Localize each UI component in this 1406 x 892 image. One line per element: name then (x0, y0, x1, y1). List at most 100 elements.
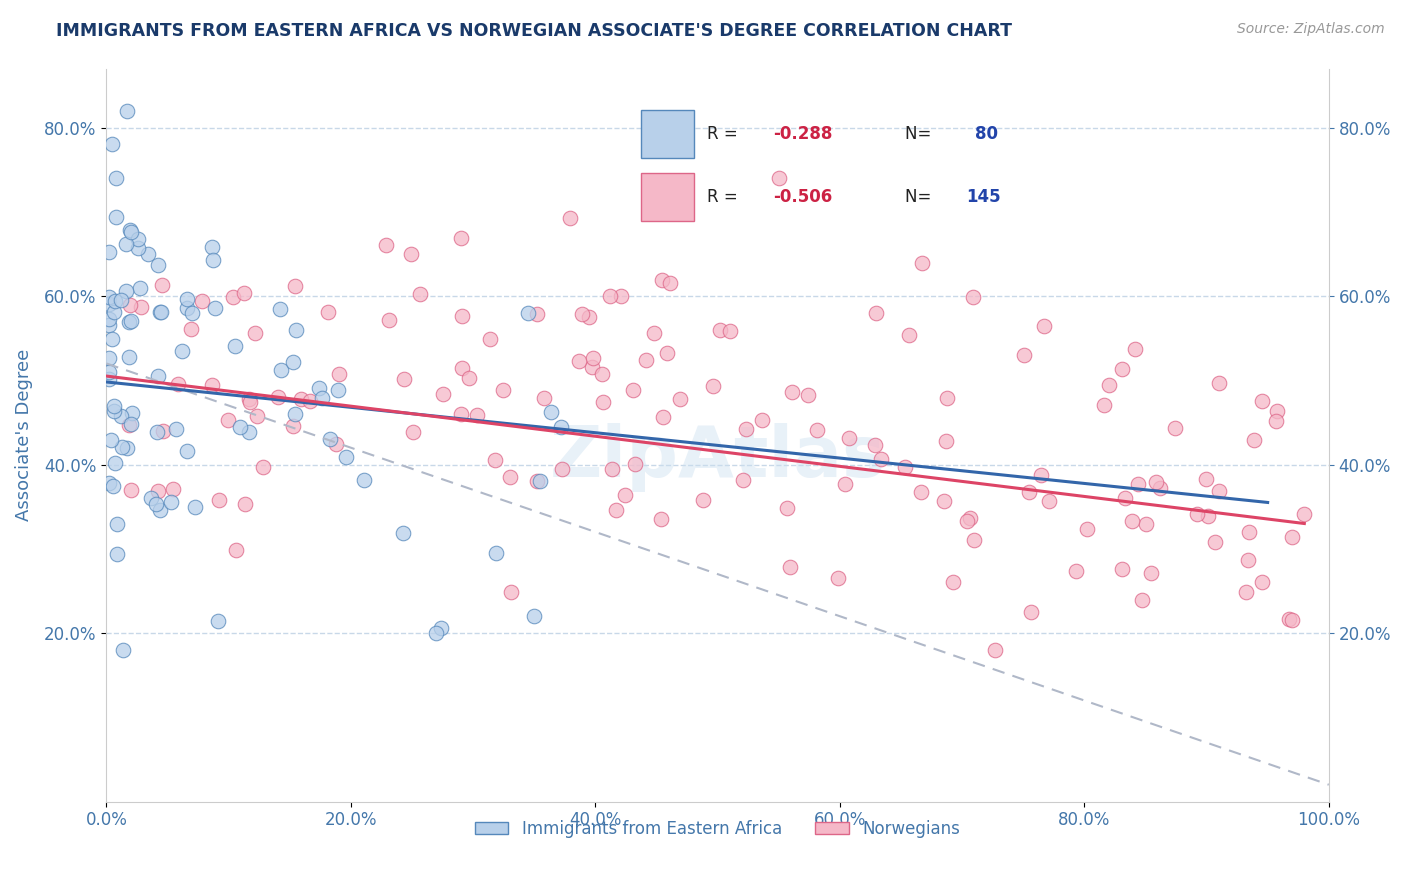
Point (118, 315, 141, 329)
Point (111, 440, 134, 454)
Point (692, 492, 714, 507)
Point (935, 434, 957, 448)
Point (103, 304, 125, 318)
Point (118, 298, 141, 312)
Point (621, 383, 644, 397)
Point (146, 258, 169, 272)
Point (243, 326, 266, 340)
Point (311, 391, 333, 405)
Point (127, 241, 149, 255)
Point (129, 281, 152, 295)
Point (97, 351, 120, 366)
Point (658, 276, 681, 290)
Point (768, 171, 790, 186)
Point (517, 306, 540, 320)
Point (526, 474, 548, 488)
Point (1111, 361, 1133, 376)
Point (201, 253, 224, 268)
Point (284, 278, 307, 293)
Point (1292, 507, 1315, 521)
Point (910, 485, 932, 500)
Point (568, 353, 591, 368)
Point (834, 477, 856, 491)
Point (290, 392, 312, 406)
Point (610, 289, 633, 303)
Point (283, 355, 305, 369)
Point (1018, 485, 1040, 500)
Point (408, 286, 430, 301)
Point (624, 457, 647, 471)
Point (120, 225, 142, 239)
Y-axis label: Associate's Degree: Associate's Degree (15, 349, 32, 521)
Point (450, 407, 472, 421)
Point (451, 309, 474, 323)
Point (165, 422, 187, 436)
Point (1012, 348, 1035, 362)
Point (284, 408, 307, 422)
Point (145, 497, 167, 511)
Point (115, 103, 138, 118)
Point (270, 363, 292, 377)
Point (166, 377, 188, 392)
Point (1251, 393, 1274, 408)
Point (229, 420, 252, 434)
Point (176, 444, 198, 458)
Point (523, 609, 546, 624)
Point (110, 293, 132, 307)
Point (325, 437, 347, 451)
Point (1033, 319, 1056, 334)
Point (650, 273, 672, 287)
Point (136, 247, 159, 261)
Point (1163, 421, 1185, 435)
Point (162, 482, 184, 496)
Point (893, 459, 915, 474)
Point (934, 494, 956, 508)
Point (120, 314, 142, 328)
Point (97, 365, 120, 379)
Point (776, 501, 799, 516)
Point (1064, 564, 1087, 578)
Point (399, 247, 422, 261)
Point (176, 292, 198, 306)
Point (779, 559, 801, 574)
Point (208, 492, 231, 507)
Point (1281, 530, 1303, 544)
Point (176, 301, 198, 315)
Point (425, 626, 447, 640)
Point (246, 409, 269, 424)
Point (1114, 491, 1136, 506)
Point (149, 305, 172, 319)
Point (634, 353, 657, 368)
Point (98, 476, 121, 491)
Point (319, 433, 342, 447)
Point (1076, 522, 1098, 536)
Point (1237, 524, 1260, 539)
Point (797, 388, 820, 402)
Point (190, 293, 212, 308)
Point (115, 442, 138, 456)
Point (401, 425, 423, 439)
Point (159, 494, 181, 508)
Point (526, 307, 548, 321)
Point (101, 332, 124, 346)
Point (655, 346, 678, 360)
Text: Source: ZipAtlas.com: Source: ZipAtlas.com (1237, 22, 1385, 37)
Point (1029, 467, 1052, 482)
Point (100, 433, 122, 447)
Point (104, 211, 127, 225)
Point (105, 547, 128, 561)
Point (222, 290, 245, 304)
Point (101, 137, 124, 152)
Point (184, 500, 207, 515)
Point (103, 294, 125, 309)
Point (529, 474, 551, 488)
Point (863, 438, 886, 452)
Point (501, 585, 523, 599)
Point (114, 237, 136, 252)
Point (731, 473, 754, 487)
Point (702, 379, 724, 393)
Point (1250, 574, 1272, 589)
Point (709, 323, 731, 337)
Point (827, 570, 849, 584)
Point (252, 460, 274, 475)
